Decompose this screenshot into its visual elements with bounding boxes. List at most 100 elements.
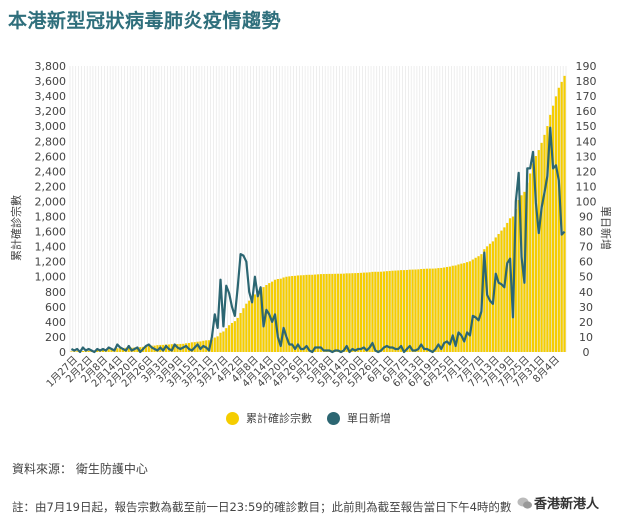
- cumulative-bar: [529, 173, 532, 352]
- cumulative-bar: [291, 275, 294, 352]
- cumulative-bar: [87, 350, 90, 352]
- cumulative-bar: [302, 275, 305, 352]
- right-tick-label: 120: [576, 165, 597, 178]
- wechat-logo-icon: [517, 497, 532, 509]
- cumulative-bar: [514, 209, 517, 352]
- cumulative-bar: [411, 269, 414, 352]
- legend-swatch-cumulative: [226, 411, 239, 425]
- cumulative-bar: [196, 341, 199, 352]
- cumulative-bar: [457, 264, 460, 352]
- cumulative-bar: [316, 274, 320, 352]
- cumulative-bar: [119, 348, 122, 352]
- right-axis-label: 單日新增: [599, 206, 613, 250]
- cumulative-bar: [156, 345, 159, 352]
- left-tick-label: 800: [45, 286, 66, 299]
- left-tick-label: 3,800: [35, 60, 67, 73]
- cumulative-bar: [526, 182, 529, 352]
- cumulative-bar: [76, 351, 79, 352]
- cumulative-bar: [339, 273, 343, 352]
- right-tick-label: 80: [579, 226, 593, 239]
- left-axis-label: 累計確診宗數: [9, 195, 23, 261]
- cumulative-bar: [549, 114, 552, 352]
- cumulative-bar: [101, 350, 105, 352]
- left-tick-label: 3,200: [35, 105, 67, 118]
- cumulative-bar: [563, 75, 566, 353]
- right-tick-label: 170: [576, 90, 597, 103]
- legend-swatch-daily: [327, 411, 340, 425]
- cumulative-bar: [434, 268, 437, 352]
- cumulative-bar: [288, 276, 291, 352]
- cumulative-bar: [354, 273, 357, 352]
- cumulative-bar: [279, 278, 282, 352]
- right-tick-label: 90: [579, 211, 593, 224]
- cumulative-bar: [96, 350, 99, 352]
- cumulative-bar: [468, 261, 472, 352]
- cumulative-bar: [417, 269, 420, 352]
- cumulative-bar: [374, 271, 377, 352]
- chart-legend: 累計確診宗數 單日新增: [0, 410, 641, 434]
- cumulative-bar: [397, 270, 400, 352]
- cumulative-bar: [362, 272, 365, 352]
- cumulative-bar: [116, 348, 119, 352]
- cumulative-bar: [445, 266, 449, 352]
- cumulative-bar: [253, 294, 257, 352]
- cumulative-bar: [250, 298, 254, 352]
- left-tick-label: 2,600: [35, 150, 67, 163]
- cumulative-bar: [465, 262, 469, 352]
- cumulative-bar: [334, 273, 337, 352]
- cumulative-bar: [265, 285, 268, 352]
- cumulative-bar: [377, 271, 380, 352]
- cumulative-bar: [248, 300, 251, 352]
- cumulative-bar: [437, 268, 440, 352]
- cumulative-bar: [520, 195, 523, 352]
- cumulative-bar: [517, 200, 520, 352]
- cumulative-bar: [534, 156, 537, 352]
- cumulative-bar: [228, 325, 231, 352]
- left-axis-ticks: 0 200 400 600 800 1,000 1,200 1,400 1,600 1,800 2,…: [35, 60, 67, 359]
- left-tick-label: 3,000: [35, 120, 67, 133]
- footnote-text: 註：由7月19日起，報告宗數為截至前一日23:59的確診數目；此前則為截至報告當…: [12, 500, 512, 514]
- cumulative-bar: [147, 345, 150, 352]
- cumulative-bar: [451, 265, 454, 352]
- cumulative-bar: [497, 233, 500, 352]
- x-axis-ticks: 1月27日2月2日2月8日2月14日2月20日2月26日3月3日3月9日3月15…: [44, 354, 562, 390]
- cumulative-bar: [503, 227, 506, 352]
- cumulative-bar: [210, 339, 214, 352]
- right-tick-label: 190: [576, 60, 597, 73]
- source-text: 資料來源： 衛生防護中心: [12, 462, 148, 476]
- right-tick-label: 10: [579, 331, 593, 344]
- cumulative-bar: [311, 274, 314, 352]
- cumulative-bar: [190, 342, 193, 352]
- right-tick-label: 100: [576, 195, 597, 208]
- right-axis-ticks: 0 10 20 30 40 50 60 70 80 90 100 110 120 130 140 150 160…: [576, 60, 597, 359]
- cumulative-bar: [314, 274, 317, 352]
- cumulative-bar: [139, 347, 142, 352]
- right-tick-label: 30: [579, 301, 593, 314]
- cumulative-bar: [293, 275, 297, 352]
- cumulative-bar: [500, 230, 503, 352]
- cumulative-bar: [216, 336, 219, 352]
- chart-grid: [69, 66, 567, 352]
- cumulative-bar: [296, 275, 300, 352]
- cumulative-bar: [379, 271, 383, 352]
- cumulative-bar: [325, 273, 328, 352]
- right-tick-label: 0: [583, 346, 590, 359]
- right-tick-label: 40: [579, 286, 593, 299]
- left-tick-label: 1,800: [35, 211, 67, 224]
- cumulative-bar: [557, 87, 560, 353]
- cumulative-bar: [405, 269, 408, 352]
- cumulative-bar: [345, 273, 348, 352]
- cumulative-bar: [319, 274, 322, 352]
- cumulative-bar: [506, 222, 509, 352]
- left-tick-label: 0: [59, 346, 66, 359]
- right-tick-label: 140: [576, 135, 597, 148]
- cumulative-bar: [463, 263, 466, 352]
- cumulative-bar: [271, 281, 274, 352]
- right-tick-label: 20: [579, 316, 593, 329]
- cumulative-bar: [394, 270, 397, 352]
- daily-series-line: [70, 126, 566, 354]
- cumulative-bar: [107, 349, 110, 352]
- left-tick-label: 1,000: [35, 271, 67, 284]
- right-tick-label: 70: [579, 241, 593, 254]
- legend-label-daily: 單日新增: [347, 412, 391, 425]
